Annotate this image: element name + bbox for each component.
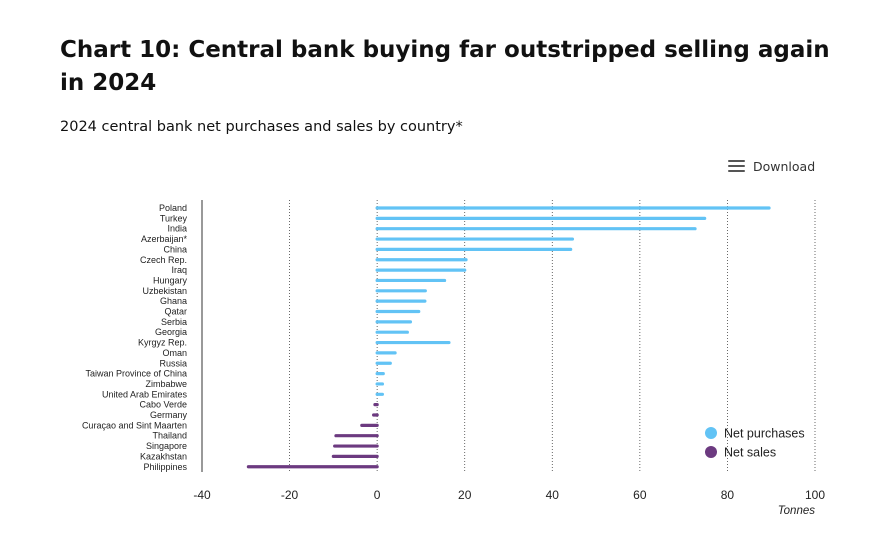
category-label: China bbox=[163, 244, 187, 254]
category-label: Turkey bbox=[160, 213, 188, 223]
category-label: Zimbabwe bbox=[145, 379, 187, 389]
category-label: Kazakhstan bbox=[140, 451, 187, 461]
legend-marker-net-sales bbox=[705, 446, 717, 458]
category-label: Georgia bbox=[155, 327, 187, 337]
category-label: Cabo Verde bbox=[139, 400, 187, 410]
x-axis-label: Tonnes bbox=[778, 505, 816, 517]
legend-label-net-purchases: Net purchases bbox=[724, 427, 805, 441]
category-label: Uzbekistan bbox=[142, 286, 187, 296]
x-tick-label: 0 bbox=[374, 488, 381, 502]
menu-icon bbox=[728, 159, 745, 173]
x-tick-label: -20 bbox=[281, 488, 299, 502]
x-tick-label: 20 bbox=[458, 488, 472, 502]
category-label: Poland bbox=[159, 203, 187, 213]
category-label: Philippines bbox=[143, 462, 187, 472]
category-label: Serbia bbox=[161, 317, 187, 327]
x-tick-label: 40 bbox=[546, 488, 560, 502]
category-label: Kyrgyz Rep. bbox=[138, 338, 187, 348]
legend-marker-net-purchases bbox=[705, 427, 717, 439]
category-label: Russia bbox=[159, 358, 187, 368]
category-label: Singapore bbox=[146, 441, 187, 451]
chart-title: Chart 10: Central bank buying far outstr… bbox=[60, 37, 830, 96]
category-label: Qatar bbox=[164, 307, 187, 317]
x-tick-label: -40 bbox=[193, 488, 211, 502]
category-label: Azerbaijan* bbox=[141, 234, 188, 244]
category-label: United Arab Emirates bbox=[102, 389, 188, 399]
category-label: Curaçao and Sint Maarten bbox=[82, 420, 187, 430]
chart-subtitle: 2024 central bank net purchases and sale… bbox=[60, 119, 463, 135]
category-label: Iraq bbox=[171, 265, 187, 275]
category-label: Taiwan Province of China bbox=[85, 369, 187, 379]
x-tick-label: 80 bbox=[721, 488, 735, 502]
category-label: Czech Rep. bbox=[140, 255, 187, 265]
download-label: Download bbox=[753, 158, 816, 174]
category-label: Ghana bbox=[160, 296, 187, 306]
category-label: Germany bbox=[150, 410, 188, 420]
category-label: Hungary bbox=[153, 275, 188, 285]
category-label: Oman bbox=[162, 348, 187, 358]
legend-label-net-sales: Net sales bbox=[724, 446, 776, 460]
download-button[interactable]: Download bbox=[728, 156, 815, 176]
x-tick-label: 60 bbox=[633, 488, 647, 502]
category-label: Thailand bbox=[152, 431, 187, 441]
category-label: India bbox=[167, 224, 187, 234]
x-tick-label: 100 bbox=[805, 488, 825, 502]
